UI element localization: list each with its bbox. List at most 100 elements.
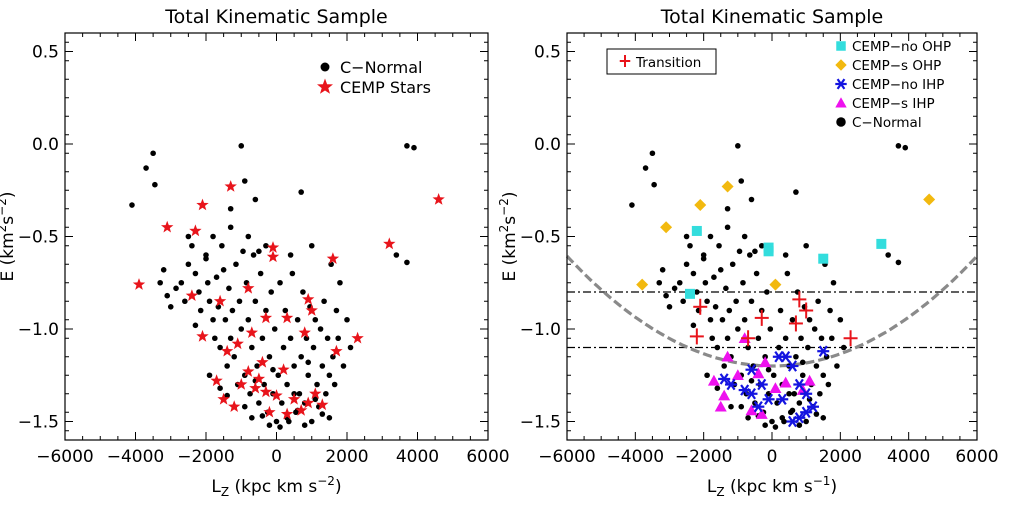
- data-point: [792, 291, 807, 308]
- y-axis-label: E (km2s−2): [0, 191, 18, 281]
- data-point: [738, 178, 745, 184]
- x-tick-label: 4000: [396, 447, 439, 467]
- data-point: [762, 393, 775, 406]
- series-cemp-no-ohp: [685, 225, 887, 299]
- data-point: [192, 270, 199, 277]
- data-point: [752, 400, 765, 413]
- data-point: [820, 372, 827, 379]
- legend-marker: [836, 117, 846, 127]
- data-point: [312, 396, 319, 403]
- data-point: [769, 382, 782, 393]
- series-c-normal: [129, 143, 417, 430]
- legend-label: CEMP−s OHP: [852, 58, 941, 74]
- data-point: [238, 326, 245, 332]
- data-point: [793, 189, 799, 195]
- x-axis-label: LZ (kpc km s−2): [211, 474, 341, 499]
- data-point: [902, 144, 909, 151]
- data-point: [762, 422, 768, 429]
- data-point: [217, 344, 223, 351]
- data-point: [317, 326, 324, 332]
- data-point: [820, 415, 827, 421]
- data-point: [204, 279, 211, 286]
- data-point: [221, 344, 234, 357]
- data-point: [753, 270, 760, 277]
- data-point: [779, 376, 792, 388]
- legend-label: C−Normal: [852, 115, 922, 131]
- data-point: [241, 178, 248, 184]
- data-point: [758, 242, 765, 249]
- data-point: [314, 381, 320, 388]
- series-cemp-stars: [132, 180, 445, 420]
- data-point: [690, 270, 697, 277]
- data-point: [196, 289, 202, 295]
- data-point: [741, 316, 748, 323]
- data-point: [825, 381, 832, 388]
- data-point: [227, 335, 234, 342]
- data-point: [185, 289, 199, 301]
- data-point: [192, 322, 199, 329]
- data-point: [323, 390, 329, 397]
- data-point: [277, 424, 283, 430]
- data-point: [295, 403, 308, 416]
- data-point: [828, 335, 835, 342]
- data-point: [840, 344, 847, 351]
- data-point: [326, 372, 333, 379]
- data-point: [189, 242, 195, 249]
- data-point: [769, 418, 775, 425]
- data-point: [818, 253, 829, 264]
- data-point: [770, 372, 777, 379]
- data-point: [305, 304, 318, 316]
- data-point: [249, 415, 255, 421]
- data-point: [709, 335, 716, 342]
- x-tick-label: −6000: [538, 447, 596, 467]
- data-point: [302, 292, 315, 305]
- data-point: [671, 285, 678, 292]
- x-tick-label: 0: [271, 447, 282, 467]
- data-point: [786, 415, 799, 428]
- data-point: [268, 289, 275, 295]
- data-point: [197, 307, 204, 314]
- data-point: [776, 344, 782, 351]
- data-point: [827, 307, 833, 314]
- data-point: [210, 374, 223, 387]
- data-point: [767, 326, 774, 332]
- data-point: [712, 304, 719, 310]
- data-point: [189, 224, 202, 237]
- legend-label: CEMP−no IHP: [852, 77, 944, 93]
- data-point: [731, 369, 744, 381]
- data-point: [729, 261, 736, 268]
- data-point: [803, 374, 816, 386]
- legend-marker: [836, 41, 846, 51]
- data-point: [305, 359, 312, 366]
- data-point: [263, 242, 269, 249]
- data-point: [784, 270, 791, 277]
- data-point: [157, 279, 163, 286]
- data-point: [282, 307, 289, 314]
- data-point: [298, 353, 304, 360]
- y-tick-label: −1.0: [520, 320, 561, 340]
- data-point: [721, 180, 734, 193]
- y-tick-label: −1.5: [18, 413, 59, 433]
- data-point: [659, 267, 666, 273]
- data-point: [263, 307, 269, 314]
- data-point: [741, 233, 748, 240]
- data-point: [806, 316, 813, 323]
- data-point: [714, 400, 727, 412]
- series-cemp-s-ohp: [636, 180, 936, 291]
- data-point: [817, 390, 823, 397]
- data-point: [294, 316, 301, 323]
- data-point: [287, 392, 301, 405]
- data-point: [161, 220, 174, 233]
- data-point: [308, 242, 315, 249]
- data-point: [923, 193, 936, 206]
- data-point: [308, 418, 315, 425]
- data-point: [772, 424, 779, 430]
- data-point: [256, 355, 269, 368]
- data-point: [330, 353, 336, 360]
- data-point: [259, 413, 266, 419]
- data-point: [217, 385, 223, 392]
- legend-label: Transition: [635, 55, 701, 71]
- data-point: [717, 267, 724, 273]
- data-point: [220, 267, 227, 273]
- data-point: [287, 335, 294, 342]
